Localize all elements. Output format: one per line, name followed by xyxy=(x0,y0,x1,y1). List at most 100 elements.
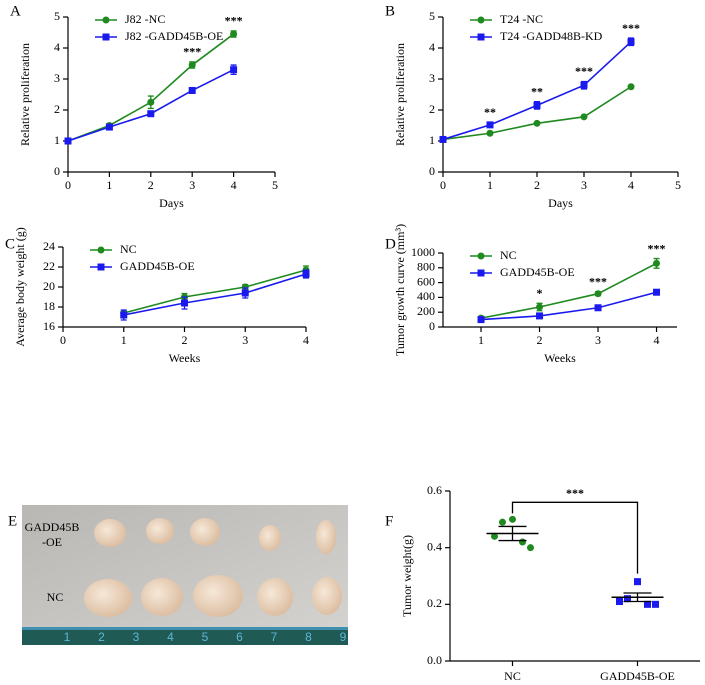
y-axis-label: Average body weight (g) xyxy=(13,227,27,346)
marker xyxy=(624,595,631,603)
marker xyxy=(580,81,588,89)
y-tick-label: 0.6 xyxy=(427,483,442,497)
marker xyxy=(594,304,602,312)
significance: *** xyxy=(648,241,666,255)
marker xyxy=(616,598,623,605)
marker xyxy=(486,129,494,137)
marker xyxy=(241,289,249,297)
marker xyxy=(519,538,526,546)
sem-bar xyxy=(498,525,527,542)
y-tick-label: 1 xyxy=(54,133,60,147)
x-tick-label: 3 xyxy=(189,178,195,192)
y-tick-label: 600 xyxy=(417,274,435,288)
y-tick-label: 200 xyxy=(417,304,435,318)
x-tick-label: 4 xyxy=(231,178,237,192)
marker xyxy=(594,290,602,298)
marker xyxy=(439,135,447,143)
significance: *** xyxy=(589,275,607,289)
ruler-number: 9 xyxy=(340,630,347,644)
photo-background xyxy=(22,505,348,645)
x-tick-label: 0 xyxy=(65,178,71,192)
y-tick-label: 800 xyxy=(417,260,435,274)
marker xyxy=(477,316,485,324)
row-label: GADD45B xyxy=(25,520,80,534)
x-tick-label: 1 xyxy=(478,333,484,347)
marker xyxy=(181,299,188,307)
legend-label: GADD45B-OE xyxy=(120,259,195,273)
panel-label: D xyxy=(385,236,396,252)
x-tick-label: NC xyxy=(504,669,521,683)
x-tick-label: GADD45B-OE xyxy=(600,669,675,683)
marker xyxy=(536,303,544,311)
y-tick-label: 0 xyxy=(429,164,435,178)
y-axis-label: Relative proliferation xyxy=(393,43,407,146)
x-tick-label: 5 xyxy=(272,178,278,192)
marker xyxy=(105,123,113,131)
y-tick-label: 16 xyxy=(43,319,55,333)
significance: *** xyxy=(566,486,584,500)
y-tick-label: 0 xyxy=(54,164,60,178)
y-tick-label: 20 xyxy=(43,279,55,293)
marker xyxy=(580,113,588,121)
marker xyxy=(499,518,506,526)
legend-label: NC xyxy=(120,242,137,256)
row-label: NC xyxy=(47,590,64,604)
significance: *** xyxy=(225,14,243,28)
panel-label: F xyxy=(385,513,393,529)
y-tick-label: 2 xyxy=(54,102,60,116)
y-tick-label: 4 xyxy=(54,40,60,54)
photo: GADD45B -OE NC E xyxy=(8,505,348,645)
ruler-number: 1 xyxy=(64,630,71,644)
series-line xyxy=(480,262,657,319)
marker xyxy=(653,288,661,296)
marker xyxy=(652,600,659,608)
tumors xyxy=(84,518,342,617)
panel-label: C xyxy=(5,236,15,252)
x-axis-label: Weeks xyxy=(169,351,201,365)
marker xyxy=(241,283,249,291)
panel-label: E xyxy=(8,513,17,529)
x-tick-label: 4 xyxy=(628,178,634,192)
row-label: -OE xyxy=(42,535,62,549)
y-tick-label: 1000 xyxy=(411,245,435,259)
marker xyxy=(627,38,635,46)
marker xyxy=(102,16,110,24)
x-tick-label: 2 xyxy=(182,333,188,347)
series-line xyxy=(480,291,657,321)
y-tick-label: 0.2 xyxy=(427,596,442,610)
x-axis-label: Days xyxy=(159,196,184,210)
marker xyxy=(97,246,105,254)
y-tick-label: 0.4 xyxy=(427,539,442,553)
legend-label: T24 -GADD48B-KD xyxy=(500,29,603,43)
marker xyxy=(64,137,72,145)
y-tick-label: 0 xyxy=(429,319,435,333)
x-tick-label: 0 xyxy=(60,333,66,347)
y-tick-label: 0.0 xyxy=(427,653,442,667)
marker xyxy=(188,86,196,94)
x-tick-label: 4 xyxy=(303,333,309,347)
series-line xyxy=(67,33,235,142)
x-tick-label: 5 xyxy=(675,178,681,192)
x-tick-label: 1 xyxy=(121,333,127,347)
y-tick-label: 5 xyxy=(429,9,435,23)
significance: *** xyxy=(575,64,593,78)
significance: * xyxy=(537,286,543,300)
marker xyxy=(230,30,238,38)
marker xyxy=(533,119,541,127)
legend-label: T24 -NC xyxy=(500,12,543,26)
x-tick-label: 1 xyxy=(106,178,112,192)
marker xyxy=(486,121,494,129)
y-tick-label: 2 xyxy=(429,102,435,116)
legend-label: GADD45B-OE xyxy=(500,265,575,279)
y-axis-label: Tumor weight(g) xyxy=(400,535,414,617)
significance: ** xyxy=(531,84,543,98)
marker xyxy=(188,61,196,69)
ruler-number: 4 xyxy=(167,630,174,644)
marker xyxy=(302,270,310,278)
marker xyxy=(527,544,534,552)
x-tick-label: 3 xyxy=(581,178,587,192)
legend-label: J82 -NC xyxy=(125,12,165,26)
ruler-number: 5 xyxy=(202,630,209,644)
x-tick-label: 2 xyxy=(534,178,540,192)
